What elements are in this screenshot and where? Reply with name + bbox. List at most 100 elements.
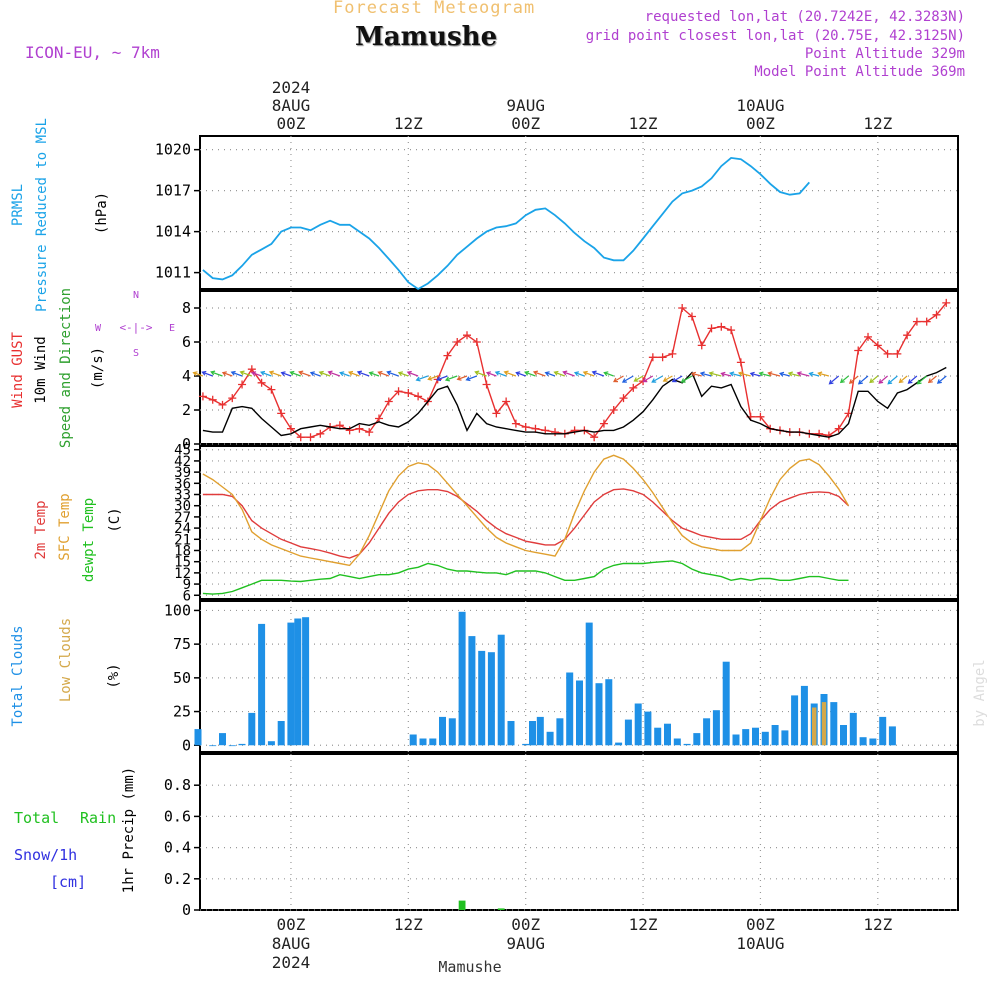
gust-point bbox=[316, 429, 325, 438]
cloud-bar bbox=[497, 634, 505, 746]
gust-point bbox=[609, 406, 618, 414]
cloud-bar bbox=[791, 695, 799, 746]
cloud-bar bbox=[487, 652, 495, 746]
gust-point bbox=[727, 326, 736, 335]
wind-direction-arrow bbox=[515, 371, 526, 377]
panel-frame bbox=[199, 135, 959, 290]
y-tick-label: 100 bbox=[164, 601, 191, 619]
wind-direction-arrow bbox=[280, 371, 292, 377]
wind-direction-arrow bbox=[907, 375, 918, 384]
gust-point bbox=[599, 419, 608, 428]
cloud-bar bbox=[507, 721, 515, 746]
gust-point bbox=[864, 332, 873, 341]
cloud-bar bbox=[859, 737, 867, 746]
x-tick-label-top: 2024 bbox=[272, 78, 311, 97]
wind-direction-arrow bbox=[386, 370, 399, 377]
cloud-bar bbox=[654, 727, 662, 746]
wind-direction-arrow bbox=[839, 375, 849, 384]
wind-direction-arrow bbox=[699, 371, 712, 377]
wind-direction-arrow bbox=[927, 375, 937, 384]
wind-direction-arrow bbox=[553, 370, 566, 377]
series-10m-wind bbox=[202, 366, 947, 438]
gust-point bbox=[394, 387, 403, 396]
gust-point bbox=[854, 346, 863, 355]
wind-direction-arrow bbox=[603, 371, 614, 377]
x-tick-label-bottom: 9AUG bbox=[506, 934, 545, 953]
y-tick-label: 27 bbox=[174, 510, 191, 526]
gust-point bbox=[658, 353, 667, 362]
cloud-bar bbox=[624, 719, 632, 746]
wind-direction-arrow bbox=[201, 370, 213, 377]
cloud-bar bbox=[722, 661, 730, 746]
wind-direction-arrow bbox=[494, 370, 507, 377]
wind-direction-arrow bbox=[936, 375, 947, 384]
cloud-bar bbox=[209, 745, 217, 747]
y-tick-labels: 1011101410171020024686912151821242730333… bbox=[155, 141, 191, 919]
wind-direction-arrow bbox=[671, 375, 683, 383]
clouds-unit: (%) bbox=[106, 663, 122, 688]
y-tick-label: 15 bbox=[174, 555, 191, 571]
wind-direction-arrow bbox=[456, 375, 468, 381]
precip-ylabel: 1hr Precip (mm) bbox=[121, 767, 137, 893]
cloud-bar bbox=[468, 636, 476, 746]
x-tick-label-bottom: 2024 bbox=[272, 953, 311, 972]
wind-direction-arrow bbox=[474, 370, 487, 377]
x-tick-label-top: 12Z bbox=[863, 114, 892, 133]
footer-place: Mamushe bbox=[438, 958, 501, 976]
wind-direction-arrow bbox=[680, 375, 693, 383]
cloud-bar bbox=[536, 716, 544, 746]
wind-direction-arrow bbox=[435, 375, 448, 382]
x-tick-label-top: 00Z bbox=[746, 114, 775, 133]
x-tick-label-top: 12Z bbox=[394, 114, 423, 133]
y-tick-label: 0.6 bbox=[164, 807, 191, 825]
temp-unit: (C) bbox=[107, 507, 123, 532]
rain-bar bbox=[497, 908, 505, 910]
wind-direction-arrow bbox=[662, 375, 673, 382]
wind-direction-arrow bbox=[582, 370, 595, 377]
cloud-bar bbox=[409, 734, 417, 746]
gust-point bbox=[922, 317, 931, 326]
cloud-bar bbox=[522, 743, 530, 746]
wind-direction-arrow bbox=[817, 371, 830, 377]
gust-point bbox=[824, 431, 833, 440]
wind-direction-arrow bbox=[259, 370, 272, 377]
series-2m-temp bbox=[202, 488, 849, 559]
gust-point bbox=[345, 426, 354, 435]
cloud-bar bbox=[585, 622, 593, 746]
wind-direction-arrow bbox=[848, 375, 859, 384]
pressure-labels: PRMSL Pressure Reduced to MSL (hPa) bbox=[10, 118, 110, 312]
gust-point bbox=[707, 324, 716, 333]
y-tick-label: 39 bbox=[174, 465, 191, 481]
gust-point bbox=[736, 358, 745, 367]
y-tick-label: 0 bbox=[182, 435, 191, 453]
total-clouds-label: Total Clouds bbox=[10, 625, 26, 726]
gust-point bbox=[502, 397, 511, 406]
x-tick-label-top: 9AUG bbox=[506, 96, 545, 115]
y-tick-label: 1014 bbox=[155, 223, 191, 241]
wind-direction-arrow bbox=[898, 375, 908, 384]
cloud-bar bbox=[712, 710, 720, 746]
precip-labels: Total Rain Snow/1h [cm] 1hr Precip (mm) bbox=[14, 767, 137, 893]
cloud-bar bbox=[248, 712, 256, 746]
gust-point bbox=[687, 312, 696, 321]
cloud-bar bbox=[219, 733, 226, 746]
gust-point bbox=[903, 331, 912, 340]
cloud-bar bbox=[664, 723, 671, 746]
wind-direction-arrow bbox=[503, 370, 517, 377]
x-tick-label-bottom: 12Z bbox=[629, 915, 658, 934]
snow-unit: [cm] bbox=[50, 873, 86, 891]
gust-point bbox=[208, 395, 217, 404]
wind-direction-arrow bbox=[523, 370, 536, 377]
cloud-bar bbox=[683, 743, 691, 746]
wind-direction-arrow bbox=[318, 370, 331, 377]
compass-w: W bbox=[95, 323, 102, 334]
y-tick-label: 45 bbox=[174, 443, 191, 459]
y-tick-label: 33 bbox=[174, 488, 191, 504]
gust-point bbox=[756, 412, 765, 421]
cloud-bar bbox=[673, 738, 681, 746]
gust-point bbox=[306, 433, 315, 442]
cloud-bar bbox=[458, 611, 466, 746]
wind-direction-arrow bbox=[642, 375, 654, 383]
wind-direction-arrow bbox=[562, 370, 575, 377]
cloud-bar bbox=[781, 730, 789, 746]
